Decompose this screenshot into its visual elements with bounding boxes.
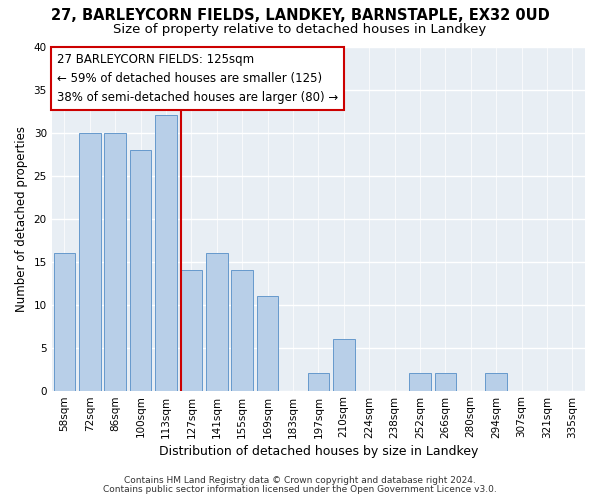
Bar bbox=[206, 253, 227, 390]
Bar bbox=[155, 116, 177, 390]
Bar bbox=[79, 132, 101, 390]
Y-axis label: Number of detached properties: Number of detached properties bbox=[15, 126, 28, 312]
Bar bbox=[53, 253, 75, 390]
X-axis label: Distribution of detached houses by size in Landkey: Distribution of detached houses by size … bbox=[158, 444, 478, 458]
Text: 27 BARLEYCORN FIELDS: 125sqm
← 59% of detached houses are smaller (125)
38% of s: 27 BARLEYCORN FIELDS: 125sqm ← 59% of de… bbox=[57, 54, 338, 104]
Text: Contains public sector information licensed under the Open Government Licence v3: Contains public sector information licen… bbox=[103, 484, 497, 494]
Text: 27, BARLEYCORN FIELDS, LANDKEY, BARNSTAPLE, EX32 0UD: 27, BARLEYCORN FIELDS, LANDKEY, BARNSTAP… bbox=[50, 8, 550, 22]
Bar bbox=[257, 296, 278, 390]
Text: Size of property relative to detached houses in Landkey: Size of property relative to detached ho… bbox=[113, 22, 487, 36]
Text: Contains HM Land Registry data © Crown copyright and database right 2024.: Contains HM Land Registry data © Crown c… bbox=[124, 476, 476, 485]
Bar bbox=[232, 270, 253, 390]
Bar bbox=[130, 150, 151, 390]
Bar bbox=[181, 270, 202, 390]
Bar bbox=[104, 132, 126, 390]
Bar bbox=[409, 374, 431, 390]
Bar bbox=[485, 374, 507, 390]
Bar bbox=[434, 374, 456, 390]
Bar bbox=[308, 374, 329, 390]
Bar bbox=[333, 339, 355, 390]
